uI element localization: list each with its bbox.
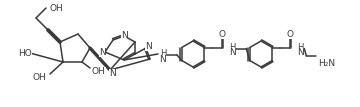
Text: H: H — [160, 48, 166, 57]
Text: H: H — [229, 43, 236, 52]
Text: N: N — [109, 68, 115, 77]
Text: N: N — [297, 48, 304, 57]
Text: N: N — [121, 30, 127, 39]
Text: N: N — [145, 42, 151, 51]
Text: O: O — [287, 30, 294, 39]
Text: N: N — [99, 48, 105, 56]
Text: H₂N: H₂N — [318, 59, 336, 68]
Text: OH: OH — [50, 4, 64, 13]
Text: OH: OH — [92, 66, 106, 76]
Text: H: H — [297, 43, 303, 52]
Text: OH: OH — [32, 74, 46, 82]
Text: O: O — [219, 30, 226, 39]
Text: N: N — [229, 48, 236, 57]
Text: N: N — [159, 54, 166, 63]
Text: HO: HO — [18, 48, 32, 57]
